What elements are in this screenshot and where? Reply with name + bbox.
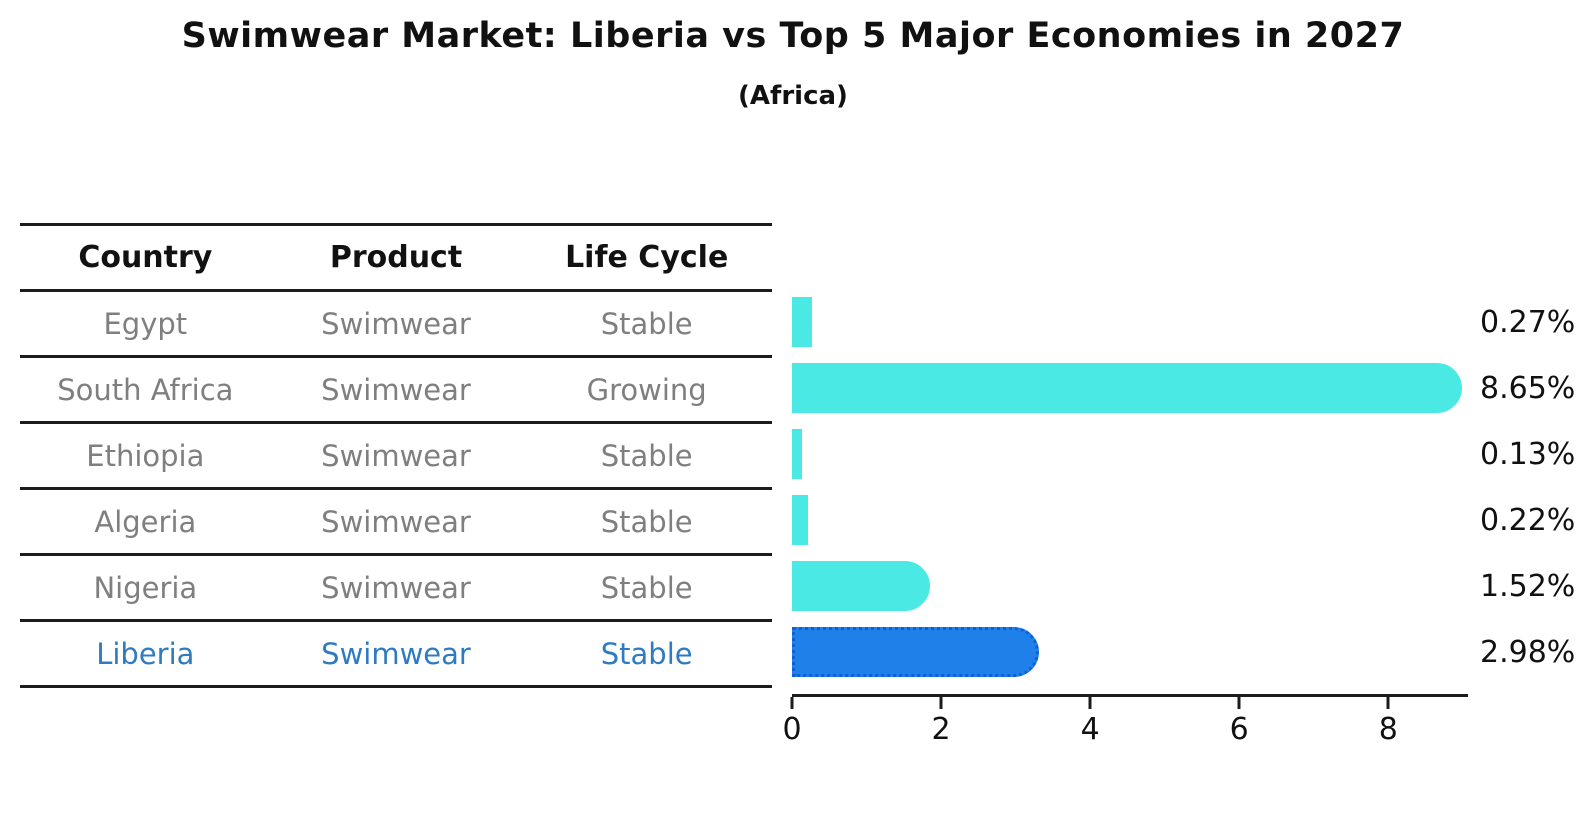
bar-algeria — [792, 495, 809, 545]
cell-product: Swimwear — [321, 504, 471, 539]
cell-life-cycle: Growing — [586, 372, 707, 407]
bar-nigeria — [792, 561, 931, 611]
x-tick-label: 8 — [1378, 712, 1398, 747]
table-header-row: Country Product Life Cycle — [20, 226, 772, 292]
bar-egypt — [792, 297, 813, 347]
country-table: Country Product Life Cycle Egypt Swimwear… — [20, 223, 772, 688]
cell-country: Nigeria — [93, 570, 198, 605]
bar-ethiopia — [792, 429, 802, 479]
chart-title: Swimwear Market: Liberia vs Top 5 Major … — [181, 16, 1405, 56]
value-label-liberia: 2.98% — [1480, 634, 1576, 670]
value-label-egypt: 0.27% — [1480, 304, 1576, 340]
bar-row-south-africa — [792, 355, 1468, 421]
chart-subtitle: (Africa) — [738, 81, 848, 111]
table-row-egypt: Egypt Swimwear Stable — [20, 292, 772, 358]
x-tick-mark — [790, 697, 794, 709]
cell-country: Ethiopia — [86, 438, 205, 473]
column-header-country: Country — [78, 240, 213, 275]
cell-life-cycle: Stable — [600, 306, 693, 341]
table-row-nigeria: Nigeria Swimwear Stable — [20, 556, 772, 622]
x-tick-label: 2 — [931, 712, 951, 747]
cell-country: Liberia — [96, 636, 195, 671]
cell-product: Swimwear — [321, 636, 471, 671]
bar-south-africa — [792, 363, 1462, 413]
cell-product: Swimwear — [321, 306, 471, 341]
x-tick-label: 0 — [782, 712, 802, 747]
table-row-liberia: Liberia Swimwear Stable — [20, 622, 772, 685]
cell-life-cycle: Stable — [600, 636, 693, 671]
value-label-ethiopia: 0.13% — [1480, 436, 1576, 472]
cell-country: Egypt — [103, 306, 188, 341]
cell-product: Swimwear — [321, 438, 471, 473]
bar-row-nigeria — [792, 553, 1468, 619]
cell-country: South Africa — [57, 372, 234, 407]
bar-row-egypt — [792, 289, 1468, 355]
cell-life-cycle: Stable — [600, 438, 693, 473]
cell-country: Algeria — [94, 504, 197, 539]
bar-plot-area — [792, 289, 1468, 685]
cell-life-cycle: Stable — [600, 504, 693, 539]
x-tick-label: 6 — [1229, 712, 1249, 747]
x-axis-line — [792, 694, 1468, 697]
value-label-south-africa: 8.65% — [1480, 370, 1576, 406]
table-row-ethiopia: Ethiopia Swimwear Stable — [20, 424, 772, 490]
table-body: Egypt Swimwear Stable South Africa Swimwear G… — [20, 292, 772, 685]
x-tick-mark — [1386, 697, 1390, 709]
x-tick-mark — [1237, 697, 1241, 709]
bar-liberia — [792, 627, 1040, 677]
value-label-nigeria: 1.52% — [1480, 568, 1576, 604]
column-header-life-cycle: Life Cycle — [565, 240, 729, 275]
percent-label-column: 0.27% 8.65% 0.13% 0.22% 1.52% 2.98% — [1480, 289, 1586, 685]
bar-row-ethiopia — [792, 421, 1468, 487]
column-header-product: Product — [329, 240, 463, 275]
x-tick-mark — [1088, 697, 1092, 709]
bar-row-liberia — [792, 619, 1468, 685]
table-row-south-africa: South Africa Swimwear Growing — [20, 358, 772, 424]
x-axis-ticks: 0 2 4 6 8 — [782, 694, 1468, 754]
x-tick-mark — [939, 697, 943, 709]
x-tick-label: 4 — [1080, 712, 1100, 747]
cell-life-cycle: Stable — [600, 570, 693, 605]
cell-product: Swimwear — [321, 372, 471, 407]
bar-row-algeria — [792, 487, 1468, 553]
cell-product: Swimwear — [321, 570, 471, 605]
table-row-algeria: Algeria Swimwear Stable — [20, 490, 772, 556]
value-label-algeria: 0.22% — [1480, 502, 1576, 538]
